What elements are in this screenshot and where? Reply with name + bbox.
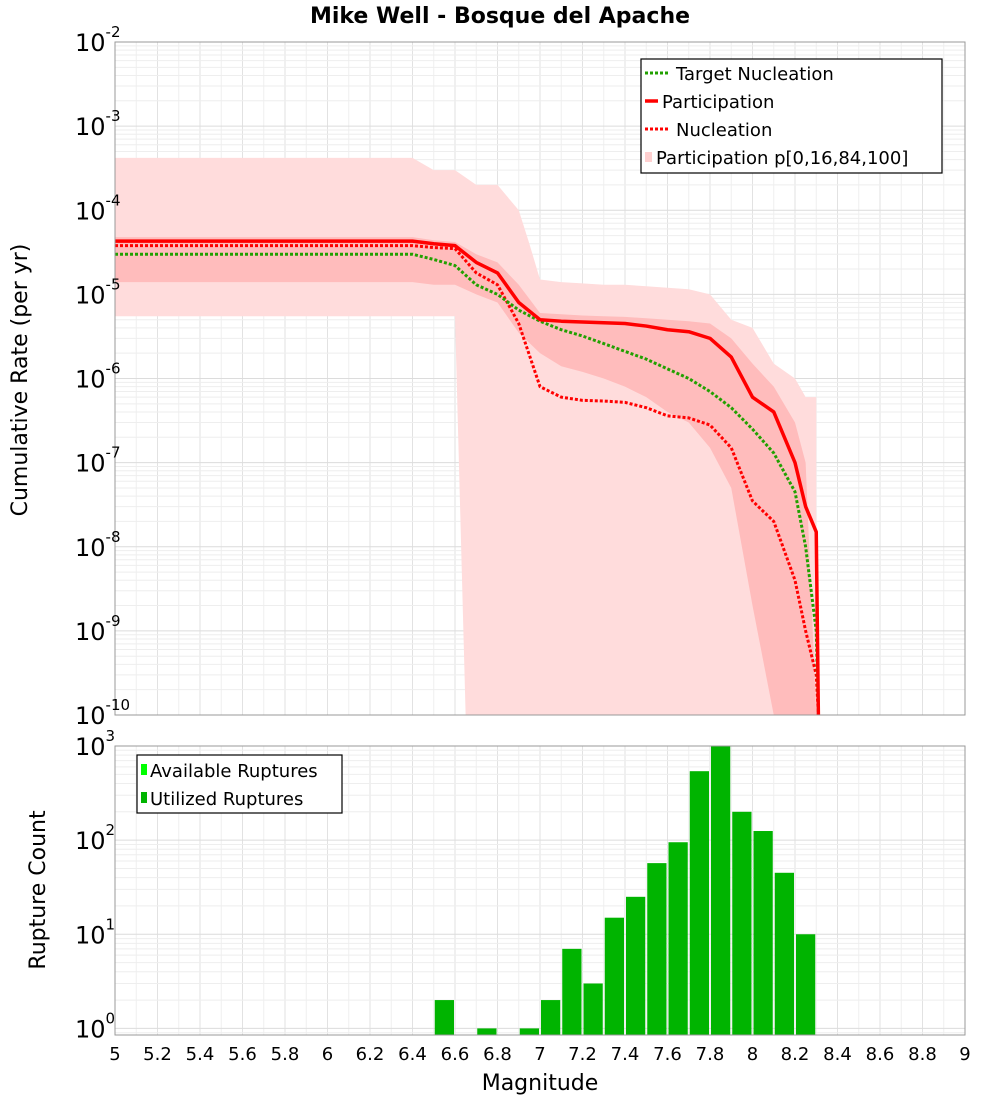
y-tick-label-top: 10-6 — [75, 360, 121, 394]
rate-lines — [115, 239, 821, 716]
rupture-bar — [477, 1028, 497, 1035]
y-tick-exponent: -6 — [106, 360, 121, 378]
legend-label-target-nucleation: Target Nucleation — [675, 64, 834, 85]
y-tick-label-top: 10-3 — [75, 107, 121, 141]
rupture-bar — [562, 948, 582, 1035]
top-legend: Target Nucleation Participation Nucleati… — [640, 58, 943, 174]
x-tick-label: 6 — [322, 1044, 333, 1065]
x-tick-label: 7.8 — [696, 1044, 725, 1065]
rupture-bar — [711, 746, 731, 1035]
rupture-bar — [604, 917, 624, 1035]
y-tick-exponent: -9 — [106, 612, 121, 630]
line-participation — [115, 239, 821, 716]
chart-title: Mike Well - Bosque del Apache — [310, 4, 690, 29]
x-tick-label: 7.6 — [653, 1044, 682, 1065]
x-tick-label: 7.2 — [568, 1044, 597, 1065]
x-tick-label: 8 — [747, 1044, 758, 1065]
y-tick-label-top: 10-8 — [75, 528, 121, 562]
x-tick-label: 5.8 — [271, 1044, 300, 1065]
x-tick-label: 8.2 — [781, 1044, 810, 1065]
x-tick-label: 7 — [534, 1044, 545, 1065]
y-tick-exponent: -5 — [106, 275, 121, 293]
x-tick-label: 7.4 — [611, 1044, 640, 1065]
y-tick-label-top: 10-5 — [75, 275, 121, 309]
y-tick-exponent: 0 — [106, 1009, 116, 1027]
rupture-bar — [732, 811, 752, 1035]
legend-label-utilized-ruptures: Utilized Ruptures — [150, 789, 303, 810]
bottom-y-axis-label: Rupture Count — [26, 810, 51, 970]
rupture-bar — [519, 1028, 539, 1035]
y-tick-exponent: -8 — [106, 528, 121, 546]
rupture-bar — [541, 1000, 561, 1035]
rupture-bar — [774, 872, 794, 1035]
rupture-count-bars — [434, 746, 816, 1035]
x-tick-label: 8.8 — [908, 1044, 937, 1065]
y-tick-exponent: -4 — [106, 191, 121, 209]
x-axis-label: Magnitude — [482, 1071, 599, 1096]
x-tick-label: 6.6 — [441, 1044, 470, 1065]
bottom-panel-grid — [114, 746, 966, 1035]
bottom-plot-frame — [114, 745, 966, 1036]
legend-label-participation-band: Participation p[0,16,84,100] — [656, 148, 908, 169]
top-legend-box — [640, 58, 943, 174]
rupture-bar — [626, 896, 646, 1035]
rupture-bar — [583, 983, 603, 1035]
x-tick-label: 6.4 — [398, 1044, 427, 1065]
rupture-bar — [434, 1000, 454, 1035]
y-tick-label-top: 10-4 — [75, 191, 121, 225]
top-plot-frame — [114, 41, 966, 716]
rupture-bar — [647, 863, 667, 1035]
y-tick-label-top: 10-2 — [75, 23, 121, 57]
y-tick-exponent: -7 — [106, 444, 121, 462]
bottom-legend-box — [136, 754, 343, 814]
x-tick-label: 8.4 — [823, 1044, 852, 1065]
y-tick-exponent: -3 — [106, 107, 121, 125]
legend-label-available-ruptures: Available Ruptures — [150, 761, 318, 782]
x-tick-labels: 5 5.2 5.4 5.6 5.8 6 6.2 6.4 6.6 6.8 7 7.2 7.4 7.6 7.8 8… — [109, 1044, 970, 1065]
participation-band-outer — [115, 157, 817, 715]
rupture-bar — [689, 771, 709, 1035]
rupture-bar — [668, 842, 688, 1035]
y-tick-label-bottom: 103 — [75, 727, 115, 761]
x-tick-label: 5.6 — [228, 1044, 257, 1065]
x-tick-label: 6.8 — [483, 1044, 512, 1065]
bottom-legend: Available Ruptures Utilized Ruptures — [136, 754, 343, 814]
top-y-tick-labels: 10-10 10-9 10-8 10-7 10-6 10-5 10-4 10-3 10-2 — [75, 23, 130, 730]
y-tick-exponent: 1 — [106, 915, 116, 933]
x-tick-label: 5.2 — [143, 1044, 172, 1065]
x-tick-label: 9 — [959, 1044, 970, 1065]
legend-swatch-utilized-ruptures — [141, 792, 147, 803]
y-tick-label-top: 10-9 — [75, 612, 121, 646]
y-tick-label-bottom: 100 — [75, 1009, 115, 1043]
y-tick-label-bottom: 101 — [75, 915, 115, 949]
y-tick-label-top: 10-10 — [75, 696, 130, 730]
top-y-axis-label: Cumulative Rate (per yr) — [8, 244, 33, 517]
rupture-bar — [796, 934, 816, 1035]
y-tick-exponent: -2 — [106, 23, 121, 41]
y-tick-exponent: -10 — [106, 696, 131, 714]
line-target-nucleation — [115, 252, 820, 716]
rupture-bar — [753, 831, 773, 1035]
x-tick-label: 8.6 — [866, 1044, 895, 1065]
legend-swatch-available-ruptures — [141, 764, 147, 775]
y-tick-label-bottom: 102 — [75, 821, 115, 855]
legend-label-nucleation: Nucleation — [676, 120, 772, 141]
legend-swatch-participation-band — [645, 152, 652, 162]
x-tick-label: 5.4 — [186, 1044, 215, 1065]
y-tick-label-top: 10-7 — [75, 444, 121, 478]
x-tick-label: 5 — [109, 1044, 120, 1065]
y-tick-exponent: 2 — [106, 821, 116, 839]
line-nucleation — [115, 244, 820, 716]
legend-label-participation: Participation — [662, 92, 774, 113]
x-tick-label: 6.2 — [356, 1044, 385, 1065]
y-tick-exponent: 3 — [106, 727, 116, 745]
